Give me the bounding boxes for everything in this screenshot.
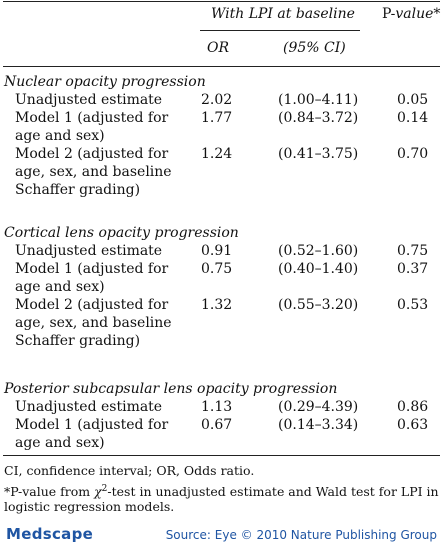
footnote-abbrev: CI, confidence interval; OR, Odds ratio. bbox=[4, 463, 255, 478]
ci-header: (95% CI) bbox=[283, 40, 346, 56]
or-header: OR bbox=[207, 40, 230, 56]
row-label: age, sex, and baseline bbox=[15, 164, 172, 180]
ci-value: (0.84–3.72) bbox=[278, 110, 359, 126]
pvalue: 0.63 bbox=[397, 417, 429, 433]
pvalue: 0.14 bbox=[397, 110, 429, 126]
section-title: Posterior subcapsular lens opacity progr… bbox=[4, 381, 338, 397]
header-rule bbox=[3, 66, 440, 67]
chi-symbol: χ bbox=[94, 484, 102, 500]
or-value: 1.13 bbox=[201, 399, 233, 415]
row-label: age and sex) bbox=[15, 128, 105, 144]
footnote-part-a: *P-value from bbox=[4, 484, 95, 500]
row-label: Model 2 (adjusted for bbox=[15, 146, 169, 162]
or-value: 0.67 bbox=[201, 417, 233, 433]
row-label: Unadjusted estimate bbox=[15, 243, 163, 259]
row-label: Model 1 (adjusted for bbox=[15, 417, 169, 433]
row-label: age and sex) bbox=[15, 435, 105, 451]
section-title: Cortical lens opacity progression bbox=[4, 225, 239, 241]
source-bar: Medscape Source: Eye © 2010 Nature Publi… bbox=[0, 525, 443, 547]
pvalue: 0.70 bbox=[397, 146, 429, 162]
pvalue: 0.53 bbox=[397, 297, 429, 313]
or-value: 1.77 bbox=[201, 110, 233, 126]
group-header: With LPI at baseline bbox=[211, 6, 355, 22]
source-credit: Source: Eye © 2010 Nature Publishing Gro… bbox=[165, 528, 437, 542]
row-label: Model 1 (adjusted for bbox=[15, 110, 169, 126]
ci-value: (1.00–4.11) bbox=[278, 92, 359, 108]
pvalue: 0.75 bbox=[397, 243, 429, 259]
chi-superscript: 2 bbox=[101, 484, 108, 494]
row-label: Schaffer grading) bbox=[15, 182, 141, 198]
group-underline bbox=[200, 30, 360, 31]
or-value: 0.91 bbox=[201, 243, 233, 259]
ci-value: (0.52–1.60) bbox=[278, 243, 359, 259]
pvalue-header: P-value* bbox=[382, 6, 441, 22]
row-label: Model 1 (adjusted for bbox=[15, 261, 169, 277]
row-label: Unadjusted estimate bbox=[15, 399, 163, 415]
ci-value: (0.14–3.34) bbox=[278, 417, 359, 433]
footnote-pvalue-line1: *P-value from χ2-test in unadjusted esti… bbox=[4, 480, 439, 501]
ci-value: (0.29–4.39) bbox=[278, 399, 359, 415]
pvalue: 0.05 bbox=[397, 92, 429, 108]
row-label: Schaffer grading) bbox=[15, 333, 141, 349]
or-value: 1.24 bbox=[201, 146, 233, 162]
footnote-part-b: -test in unadjusted estimate and Wald te… bbox=[107, 484, 439, 500]
ci-value: (0.40–1.40) bbox=[278, 261, 359, 277]
or-value: 2.02 bbox=[201, 92, 233, 108]
row-label: age and sex) bbox=[15, 279, 105, 295]
or-value: 1.32 bbox=[201, 297, 233, 313]
row-label: age, sex, and baseline bbox=[15, 315, 172, 331]
medscape-logo: Medscape bbox=[6, 525, 94, 543]
pvalue: 0.86 bbox=[397, 399, 429, 415]
top-rule bbox=[3, 1, 440, 2]
pvalue: 0.37 bbox=[397, 261, 429, 277]
row-label: Model 2 (adjusted for bbox=[15, 297, 169, 313]
ci-value: (0.55–3.20) bbox=[278, 297, 359, 313]
footnote-pvalue-line2: logistic regression models. bbox=[4, 499, 175, 514]
section-title: Nuclear opacity progression bbox=[4, 74, 206, 90]
row-label: Unadjusted estimate bbox=[15, 92, 163, 108]
or-value: 0.75 bbox=[201, 261, 233, 277]
ci-value: (0.41–3.75) bbox=[278, 146, 359, 162]
bottom-rule bbox=[3, 455, 440, 456]
